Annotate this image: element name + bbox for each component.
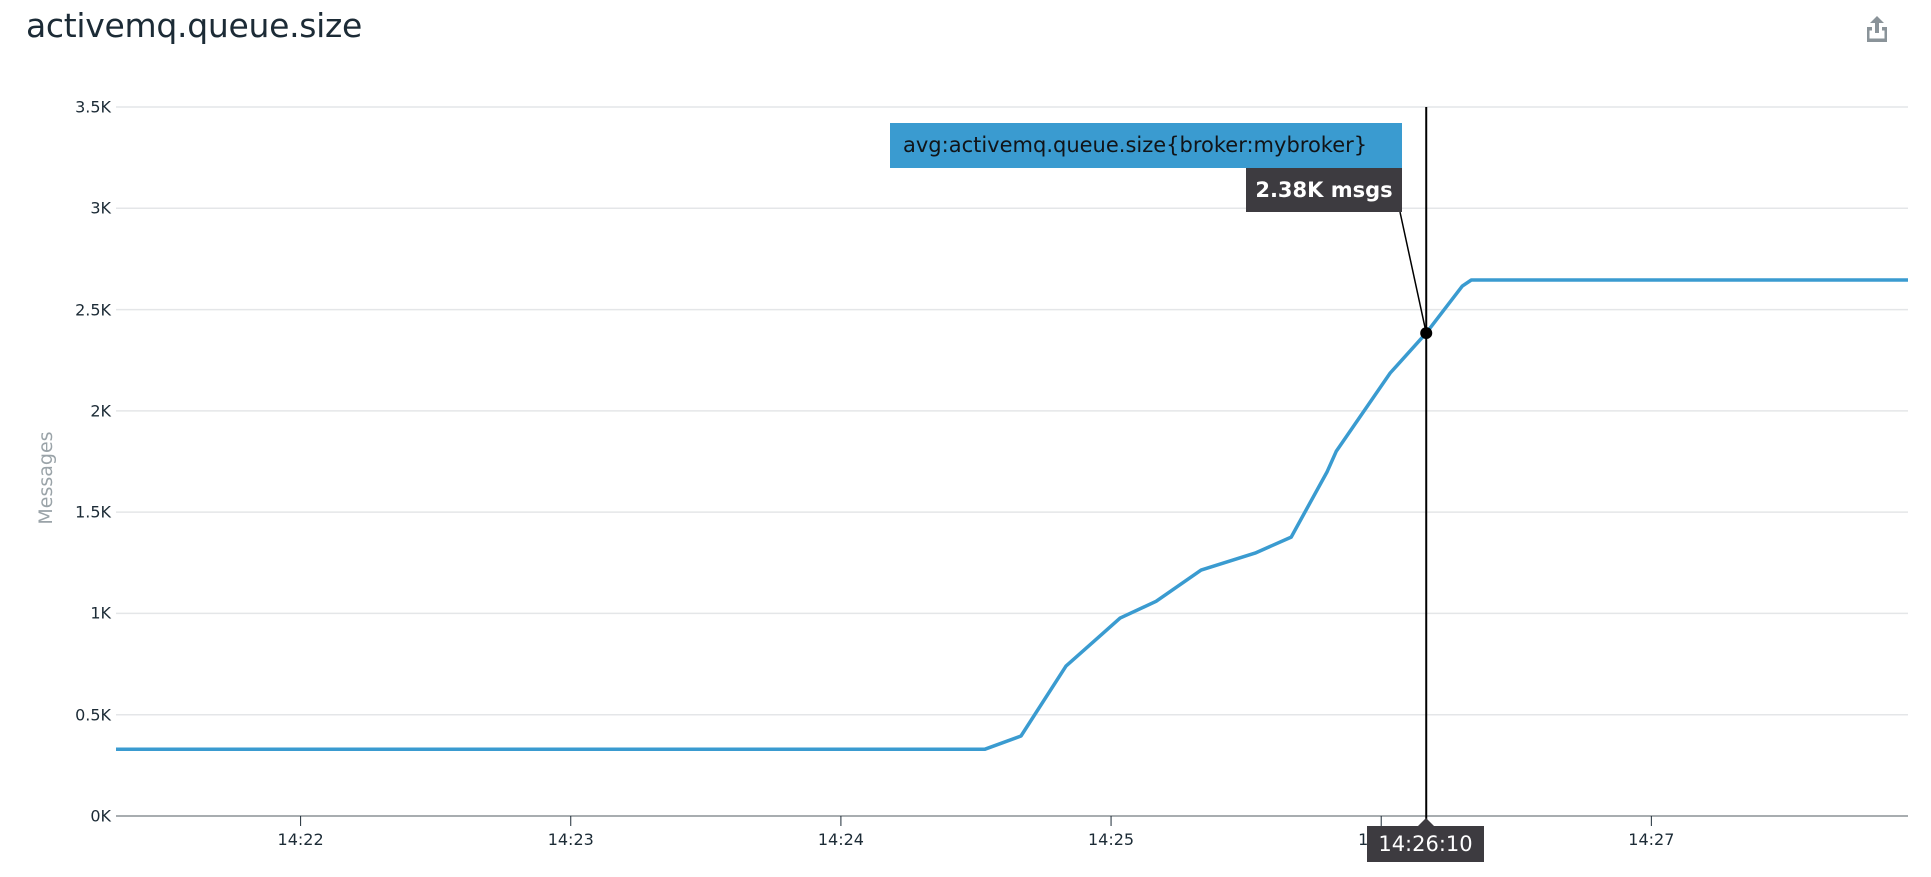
- tooltip-leader-line: [1399, 211, 1427, 334]
- x-tick-label: 14:23: [547, 830, 594, 849]
- widget-title: activemq.queue.size: [26, 6, 363, 45]
- y-tick-label: 0K: [90, 806, 111, 826]
- y-tick-label: 0.5K: [75, 705, 111, 725]
- share-button[interactable]: [1864, 13, 1890, 43]
- hover-point-marker: [1420, 327, 1433, 340]
- y-tick-label: 1.5K: [75, 502, 111, 522]
- tooltip-series-name: avg:activemq.queue.size{broker:mybroker}: [890, 123, 1402, 168]
- y-tick-label: 2.5K: [75, 300, 111, 320]
- x-tick-label: 14:27: [1628, 830, 1675, 849]
- series-line: [116, 278, 1908, 751]
- y-tick-label: 3.5K: [75, 97, 111, 117]
- crosshair-time-label: 14:26:10: [1367, 826, 1484, 862]
- x-tick-label: 14:22: [277, 830, 324, 849]
- y-tick-label: 2K: [90, 401, 111, 421]
- x-tick-label: 14:24: [817, 830, 864, 849]
- tooltip-value: 2.38K msgs: [1246, 168, 1402, 212]
- x-tick-label: 14:25: [1087, 830, 1135, 849]
- y-tick-label: 3K: [90, 198, 111, 218]
- share-export-icon: [1867, 16, 1887, 42]
- y-tick-label: 1K: [90, 603, 111, 623]
